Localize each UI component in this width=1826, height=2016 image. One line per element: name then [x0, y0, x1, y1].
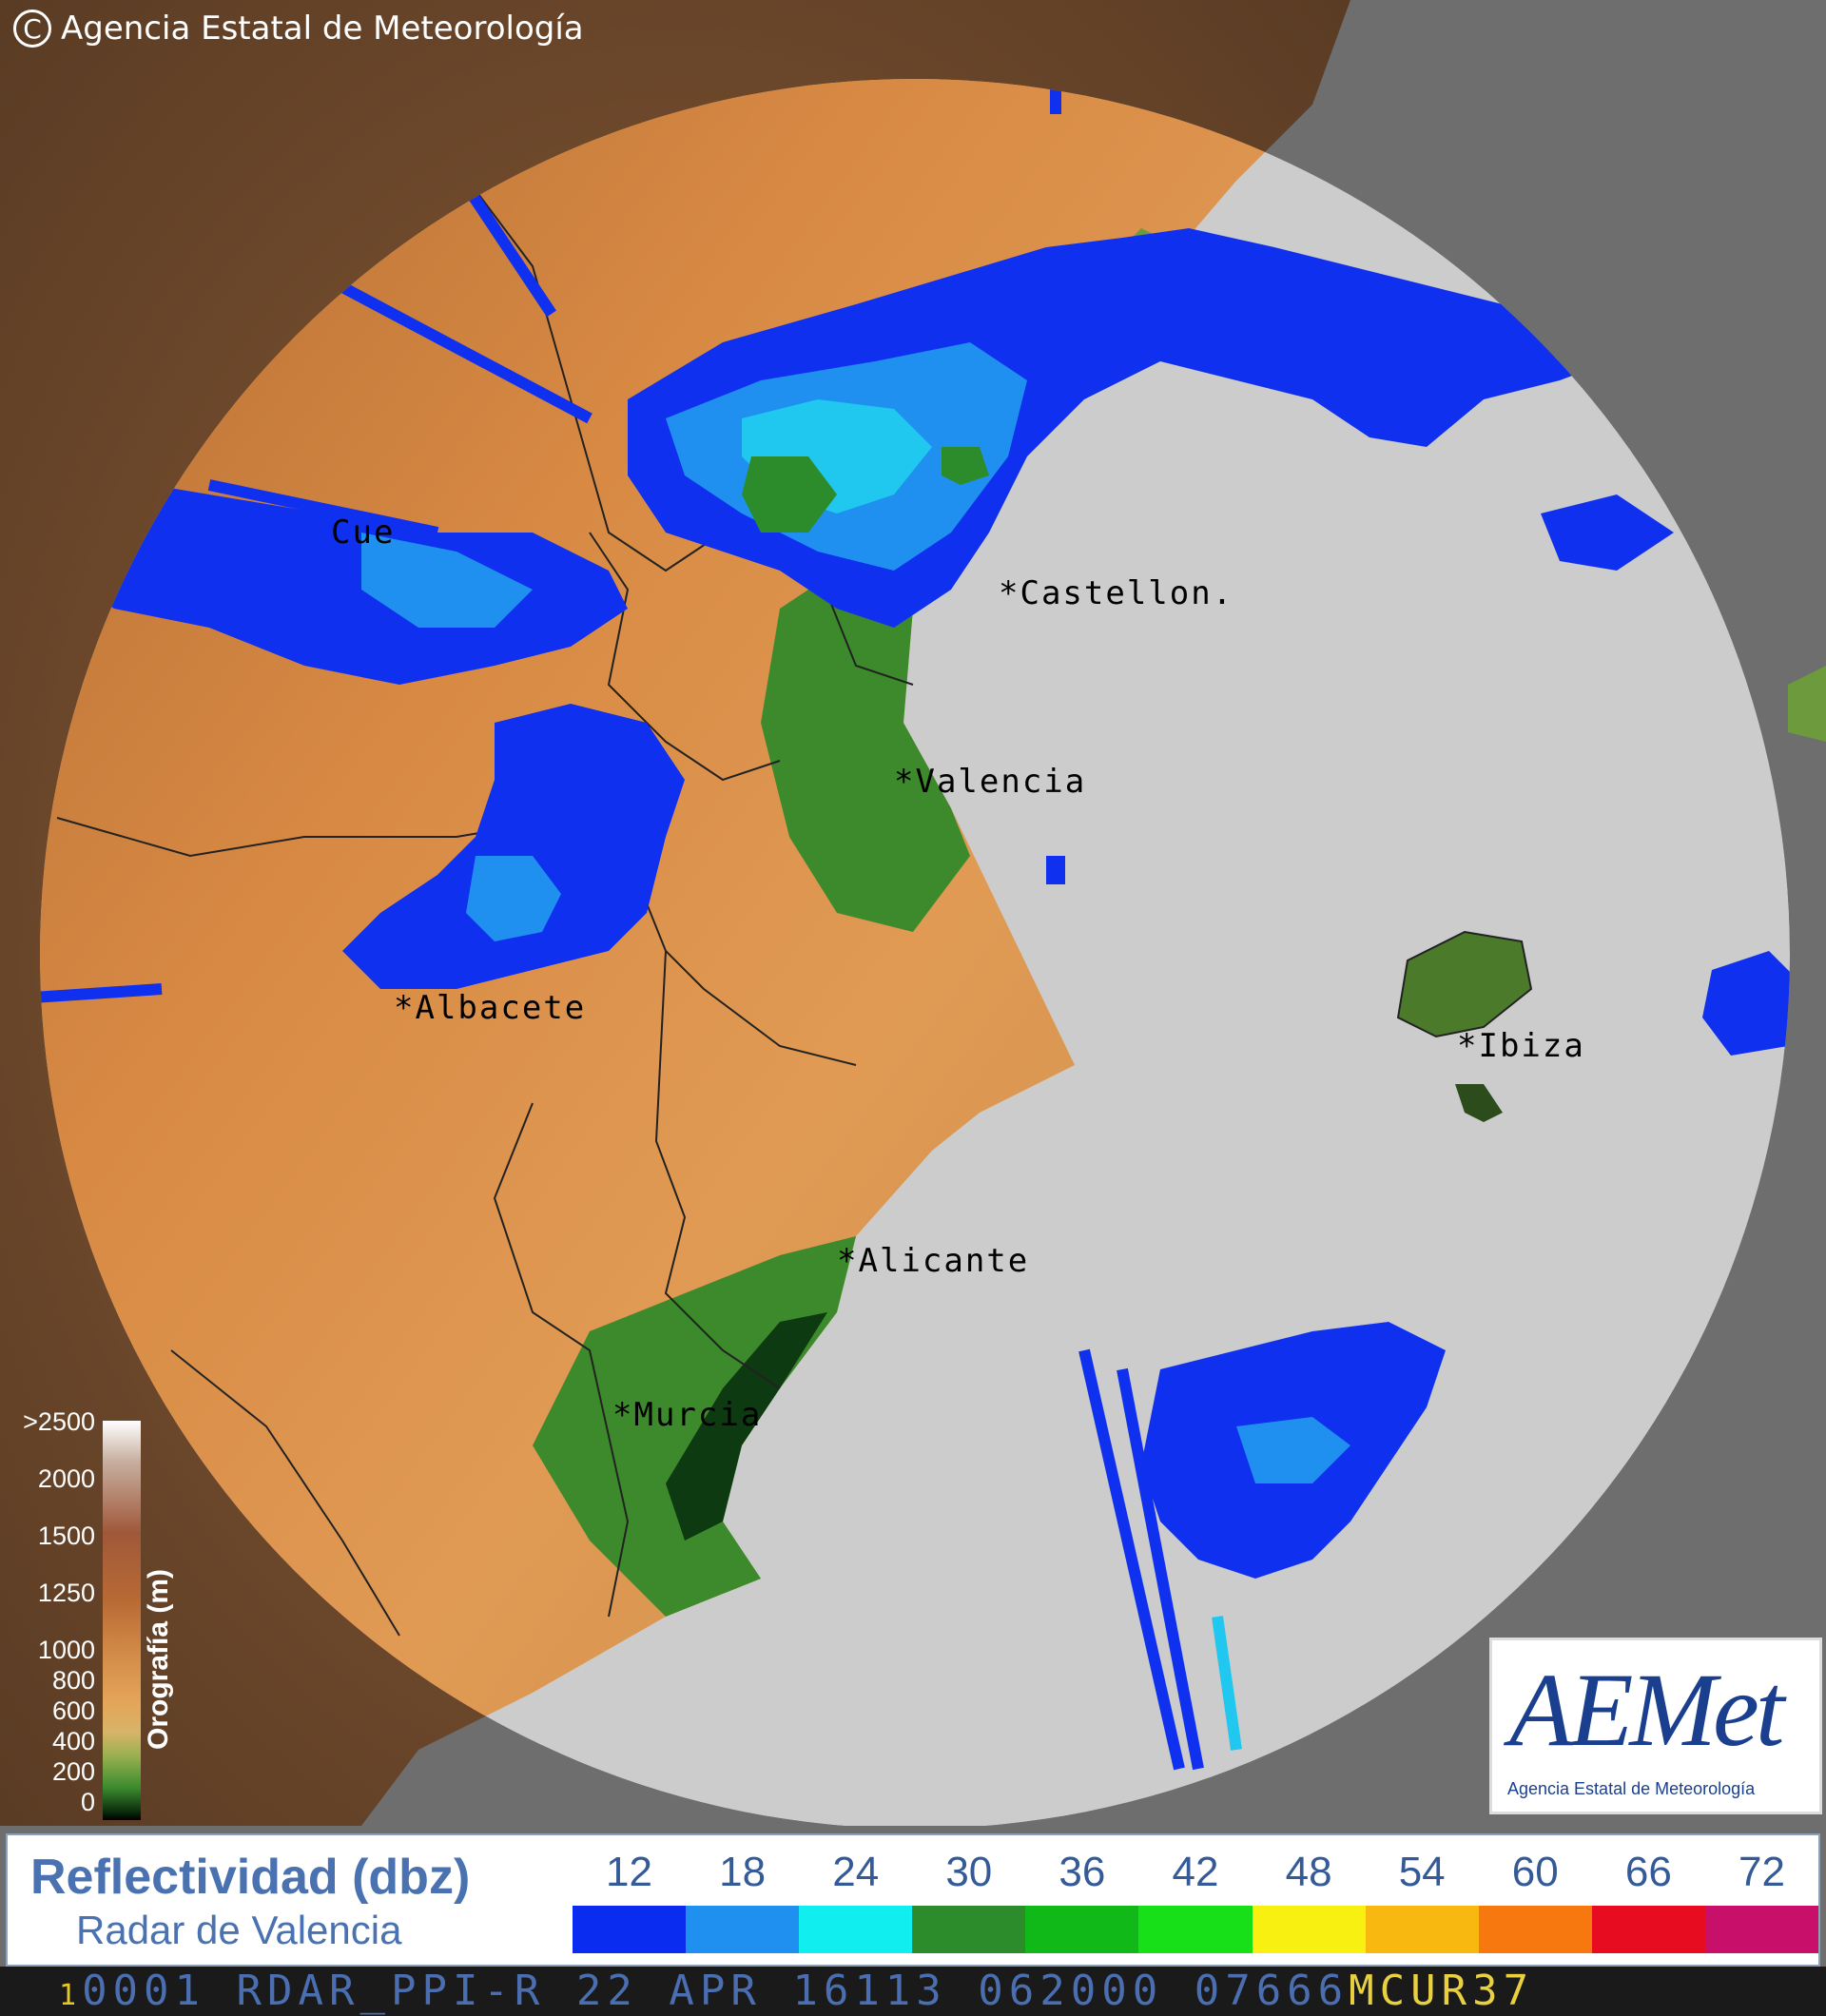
reflectivity-color-bar — [573, 1906, 1819, 1953]
reflectivity-tick: 42 — [1172, 1849, 1219, 1895]
reflectivity-tick: 36 — [1059, 1849, 1106, 1895]
reflectivity-swatch — [1025, 1906, 1139, 1953]
reflectivity-swatch — [1591, 1906, 1705, 1953]
legend-title: Reflectividad (dbz) — [30, 1850, 471, 1905]
reflectivity-swatch — [799, 1906, 913, 1953]
reflectivity-swatch — [1365, 1906, 1479, 1953]
aemet-logo: AEMet Agencia Estatal de Meteorología — [1489, 1638, 1822, 1814]
city-label-valencia: *Valencia — [894, 763, 1087, 801]
orography-level: 600 — [51, 1696, 95, 1725]
orography-level: 0 — [80, 1788, 95, 1816]
orography-level: 1500 — [37, 1522, 95, 1550]
status-line: 0001 RDAR_PPI-R 22 APR 16113 062000 0766… — [82, 1967, 1350, 2015]
reflectivity-tick: 60 — [1511, 1849, 1559, 1895]
reflectivity-swatch — [686, 1906, 800, 1953]
reflectivity-swatch — [1478, 1906, 1592, 1953]
ibiza-island — [1396, 930, 1533, 1038]
orography-level: 200 — [51, 1757, 95, 1786]
reflectivity-swatch — [1252, 1906, 1366, 1953]
orography-legend: >2500 2000 1500 1250 1000 800 600 400 20… — [0, 1407, 152, 1826]
reflectivity-tick: 72 — [1738, 1849, 1785, 1895]
copyright-icon: C — [13, 10, 51, 48]
reflectivity-tick: 48 — [1285, 1849, 1332, 1895]
reflectivity-scale: 12 18 24 30 36 42 48 54 60 66 72 — [573, 1849, 1819, 1955]
status-bar: 10001 RDAR_PPI-R 22 APR 16113 062000 076… — [0, 1967, 1826, 2016]
reflectivity-tick: 12 — [606, 1849, 652, 1895]
orography-level: >2500 — [23, 1407, 95, 1436]
copyright-text: Agencia Estatal de Meteorología — [61, 10, 584, 48]
orography-level: 1000 — [37, 1636, 95, 1664]
logo-wordmark: AEMet — [1509, 1652, 1784, 1768]
city-label-castellon: *Castellon. — [999, 574, 1234, 612]
reflectivity-tick: 18 — [719, 1849, 767, 1895]
land-area — [40, 79, 1350, 1826]
coastal-plain-valencia — [761, 533, 970, 932]
mallorca-tip — [1788, 666, 1826, 742]
orography-level: 800 — [51, 1666, 95, 1695]
logo-subtitle: Agencia Estatal de Meteorología — [1507, 1779, 1756, 1798]
reflectivity-legend: Reflectividad (dbz) Radar de Valencia 12… — [6, 1833, 1820, 1967]
radar-map — [0, 0, 1826, 1826]
legend-subtitle: Radar de Valencia — [76, 1908, 402, 1952]
city-label-albacete: *Albacete — [394, 989, 587, 1027]
formentera-island — [1455, 1084, 1503, 1122]
status-prefix: 1 — [59, 1979, 83, 2012]
orography-title: Orografía (m) — [143, 1568, 174, 1750]
reflectivity-tick: 24 — [832, 1849, 880, 1895]
orography-level: 1250 — [37, 1579, 95, 1607]
lowland-dark — [666, 1312, 827, 1541]
reflectivity-swatch — [1138, 1906, 1253, 1953]
radar-echoes — [40, 79, 1790, 1771]
city-label-cuenca: Cue — [331, 514, 396, 552]
reflectivity-swatch — [1704, 1906, 1819, 1953]
reflectivity-swatch — [912, 1906, 1026, 1953]
orography-level: 2000 — [37, 1464, 95, 1493]
reflectivity-swatch — [573, 1906, 687, 1953]
copyright-notice: C Agencia Estatal de Meteorología — [13, 10, 584, 48]
orography-color-bar — [103, 1421, 141, 1820]
reflectivity-tick: 66 — [1624, 1849, 1672, 1895]
city-label-alicante: *Alicante — [837, 1242, 1030, 1280]
status-suffix: MCUR37 — [1349, 1967, 1535, 2015]
orography-level: 400 — [51, 1727, 95, 1755]
city-label-ibiza: *Ibiza — [1457, 1027, 1585, 1065]
reflectivity-tick: 30 — [945, 1849, 993, 1895]
reflectivity-tick: 54 — [1398, 1849, 1446, 1895]
city-label-murcia: *Murcia — [612, 1396, 763, 1434]
